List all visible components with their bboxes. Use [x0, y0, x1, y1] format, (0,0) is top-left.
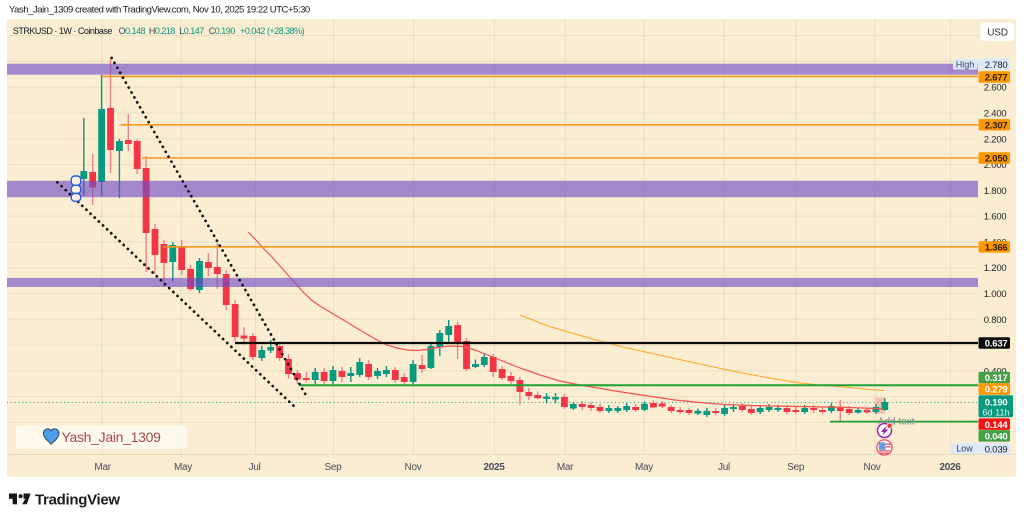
svg-text:0.637: 0.637: [985, 339, 1008, 350]
svg-text:Nov: Nov: [864, 462, 881, 473]
svg-text:High: High: [956, 59, 975, 69]
svg-text:0.040: 0.040: [985, 432, 1008, 443]
svg-text:0.144: 0.144: [985, 420, 1009, 431]
svg-text:0.279: 0.279: [985, 385, 1008, 396]
svg-text:Yash_Jain_1309 created with Tr: Yash_Jain_1309 created with TradingView.…: [9, 5, 310, 16]
svg-text:0.317: 0.317: [985, 373, 1008, 384]
svg-text:2.200: 2.200: [984, 134, 1007, 145]
svg-text:May: May: [174, 462, 192, 473]
svg-text:Low: Low: [956, 444, 973, 454]
svg-text:1.000: 1.000: [984, 289, 1007, 300]
svg-text:STRKUSD · 1W · Coinbase: STRKUSD · 1W · Coinbase: [13, 26, 113, 36]
svg-text:2.000: 2.000: [984, 160, 1007, 171]
svg-text:Add text: Add text: [878, 417, 915, 428]
svg-text:Mar: Mar: [94, 462, 111, 473]
svg-text:2.050: 2.050: [985, 154, 1008, 165]
svg-text:O0.148: O0.148: [119, 26, 146, 36]
svg-text:L0.147: L0.147: [179, 26, 204, 36]
svg-text:0.190: 0.190: [985, 397, 1008, 408]
svg-text:Sep: Sep: [325, 462, 343, 473]
svg-text:Mar: Mar: [557, 462, 574, 473]
svg-text:H0.218: H0.218: [149, 26, 176, 36]
svg-text:6d 11h: 6d 11h: [982, 408, 1009, 419]
svg-text:1.366: 1.366: [985, 242, 1008, 253]
svg-text:1.600: 1.600: [984, 212, 1007, 223]
svg-text:2026: 2026: [939, 462, 961, 473]
svg-text:2.400: 2.400: [984, 109, 1007, 120]
svg-text:Jul: Jul: [718, 462, 730, 473]
svg-text:C0.190: C0.190: [209, 26, 236, 36]
svg-text:May: May: [635, 462, 653, 473]
svg-text:Nov: Nov: [405, 462, 422, 473]
svg-text:1.800: 1.800: [984, 186, 1007, 197]
svg-text:Yash_Jain_1309: Yash_Jain_1309: [62, 429, 162, 445]
svg-text:2.600: 2.600: [984, 83, 1007, 94]
svg-text:Jul: Jul: [249, 462, 261, 473]
svg-text:2.307: 2.307: [985, 120, 1008, 131]
svg-text:1.200: 1.200: [984, 263, 1007, 274]
svg-text:2.677: 2.677: [985, 73, 1008, 84]
svg-text:0.800: 0.800: [984, 315, 1007, 326]
svg-text:2.780: 2.780: [985, 60, 1008, 71]
svg-text:0.039: 0.039: [985, 444, 1008, 455]
svg-text:TradingView: TradingView: [35, 492, 120, 509]
svg-text:2025: 2025: [483, 462, 505, 473]
svg-text:+0.042 (+28.38%): +0.042 (+28.38%): [240, 26, 305, 36]
svg-text:USD: USD: [987, 27, 1008, 38]
svg-text:Sep: Sep: [787, 462, 805, 473]
